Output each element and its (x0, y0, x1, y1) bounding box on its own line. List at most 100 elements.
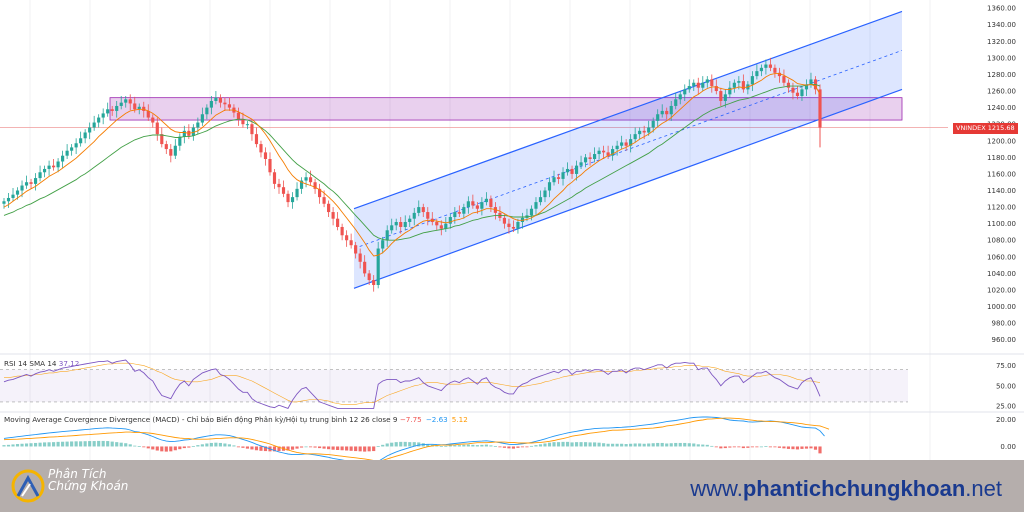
candle (692, 79, 696, 92)
candle (687, 79, 691, 93)
macd-histogram-bar (38, 442, 42, 447)
candle-body (124, 99, 128, 103)
brand-logo-icon (11, 469, 45, 503)
candle-body (205, 107, 209, 115)
candle (223, 97, 227, 111)
candle (466, 196, 470, 214)
candle (583, 154, 588, 168)
price-tick-label: 1300.00 (987, 54, 1016, 62)
candle-body (363, 261, 367, 274)
candle (119, 96, 123, 110)
candle (236, 107, 241, 126)
candle-body (119, 102, 123, 106)
candle-body (732, 82, 736, 88)
candle-body (2, 201, 6, 204)
macd-title: Moving Average Covergence Divergence (MA… (4, 415, 468, 424)
candle-body (299, 180, 304, 189)
candle-body (318, 188, 322, 198)
candle (83, 129, 87, 144)
candle-body (399, 222, 403, 227)
price-tick-label: 1260.00 (987, 88, 1016, 96)
macd-histogram-bar (263, 446, 268, 452)
candle-body (773, 67, 777, 73)
candle (782, 69, 786, 87)
candle-body (620, 142, 624, 146)
candle-body (768, 64, 772, 68)
candle-body (313, 182, 317, 189)
macd-histogram-bar (327, 446, 331, 450)
candle (732, 79, 736, 93)
candle (42, 165, 47, 178)
macd-histogram-bar (719, 446, 723, 449)
candle-body (259, 144, 263, 153)
candle-body (20, 185, 24, 191)
candle (349, 233, 353, 249)
candle-body (795, 92, 800, 97)
price-tick-label: 1020.00 (987, 286, 1016, 294)
macd-histogram-bar (565, 441, 570, 447)
candle-body (106, 109, 110, 114)
macd-histogram-bar (196, 445, 200, 447)
chart-canvas[interactable]: 1360.00 1340.00 1320.00 1300.00 1280.00 1260.… (0, 0, 1024, 460)
macd-histogram-bar (15, 444, 20, 447)
candle (340, 223, 344, 241)
macd-histogram-bar (106, 441, 110, 447)
macd-histogram-bar (692, 443, 696, 447)
candle-body (65, 150, 69, 156)
macd-histogram-bar (340, 446, 344, 451)
candle-body (250, 124, 254, 135)
candle-body (381, 240, 385, 249)
candle-body (669, 105, 673, 115)
url-prefix: www. (690, 476, 743, 501)
macd-histogram-bar (290, 446, 295, 450)
candle-body (47, 165, 51, 169)
candle-body (687, 86, 691, 90)
macd-histogram-bar (42, 442, 47, 447)
macd-histogram-bar (633, 443, 637, 447)
macd-histogram-bar (358, 446, 362, 452)
macd-histogram-bar (543, 443, 547, 447)
macd-histogram-bar (11, 444, 15, 447)
channel-fill (354, 11, 902, 289)
candle-body (214, 97, 218, 101)
candle (101, 108, 105, 125)
candle-body (647, 127, 651, 133)
macd-histogram-bar (187, 446, 191, 448)
candle (647, 120, 651, 136)
candle-body (70, 147, 74, 151)
candle-body (115, 105, 119, 111)
macd-histogram-bar (367, 446, 371, 452)
last-price-tag: VNINDEX 1215.68 (953, 123, 1018, 134)
candle-body (372, 280, 376, 286)
candle (92, 115, 96, 131)
macd-histogram-bar (191, 446, 195, 447)
macd-tick-label: 20.00 (996, 416, 1016, 424)
candle-body (29, 182, 33, 184)
macd-histogram-bar (556, 442, 561, 447)
channel-lower-line (353, 88, 903, 289)
candle-body (502, 217, 506, 224)
candle (304, 172, 308, 188)
price-tick-label: 1040.00 (987, 270, 1016, 278)
candle (281, 180, 286, 198)
candle-body (453, 212, 457, 218)
candle-body (728, 87, 732, 95)
candle (444, 217, 448, 232)
candle (52, 159, 56, 171)
candle (214, 91, 218, 105)
candle (674, 92, 678, 110)
macd-histogram-bar (647, 443, 651, 447)
candle-body (376, 248, 380, 286)
website-link[interactable]: www.phantichchungkhoan.net (690, 476, 1002, 502)
macd-histogram-bar (52, 442, 56, 447)
candle (439, 220, 443, 236)
candle-body (759, 67, 763, 72)
candle-body (200, 114, 204, 123)
macd-histogram-bar (620, 443, 624, 447)
candle (408, 215, 412, 227)
macd-histogram-bar (750, 446, 754, 448)
macd-histogram-bar (669, 443, 673, 447)
candle-body (281, 187, 286, 194)
macd-histogram-bar (638, 443, 642, 447)
macd-histogram-bar (444, 445, 448, 447)
